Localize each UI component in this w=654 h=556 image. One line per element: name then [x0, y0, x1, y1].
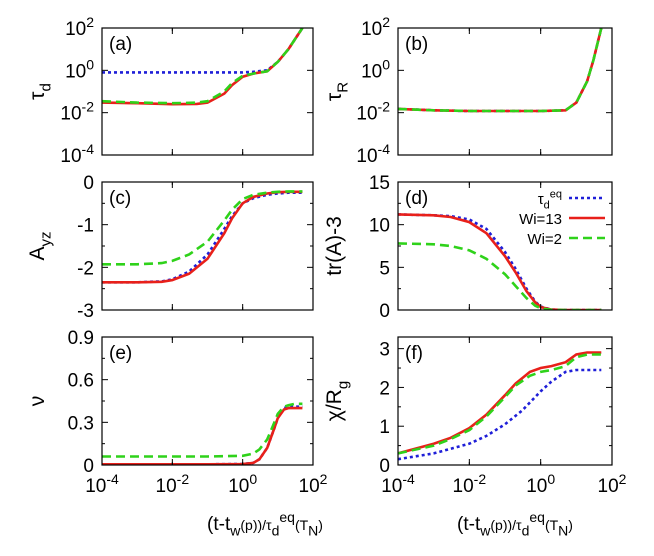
y-axis-label: tr(A)-3: [323, 216, 346, 276]
series-wi2: [398, 242, 602, 310]
y-tick-label: 0.6: [68, 371, 94, 392]
panel-label: (f): [405, 343, 423, 364]
y-tick-label: 102: [361, 14, 390, 40]
series-wi13: [102, 190, 303, 284]
axes-frame: [397, 336, 613, 466]
series-deq: [398, 28, 603, 113]
y-tick-label: 0: [83, 456, 94, 477]
axes-frame: [397, 27, 613, 156]
y-tick-label: 5: [379, 258, 390, 279]
plot-area: 10-410-2100102(a)τd10-410-2100102(b)τR-3…: [26, 14, 627, 497]
y-tick-label: 100: [65, 56, 94, 82]
y-tick-label: 10-2: [356, 99, 390, 125]
y-axis-label: Ayz: [26, 231, 54, 260]
y-tick-label: 2: [379, 378, 390, 399]
y-tick-label: -3: [77, 301, 94, 322]
y-tick-label: 10-2: [60, 99, 94, 125]
series-wi2: [102, 190, 303, 266]
panel-a: 10-4 10-2 100 102 (a) τd: [26, 14, 314, 167]
x-axis-label-left: (t-tw(p))/τdeq(TN): [207, 509, 323, 539]
series-deq: [398, 213, 602, 310]
axes-frame: [101, 336, 314, 466]
y-tick-label: 0: [379, 301, 390, 322]
x-axis-label-right: (t-tw(p))/τdeq(TN): [457, 509, 573, 539]
panel-label: (e): [109, 343, 132, 364]
series-wi2: [102, 402, 303, 458]
panel-label: (b): [405, 34, 428, 55]
y-tick-label: -2: [77, 258, 94, 279]
legend-label: Wi=2: [527, 231, 562, 248]
axes-frame: [101, 27, 314, 156]
x-tick-label: 10-4: [85, 471, 119, 497]
y-axis-label: χ/Rg: [323, 381, 351, 421]
y-tick-label: 3: [379, 340, 390, 361]
x-tick-label: 10-2: [453, 471, 487, 497]
series-deq: [398, 368, 602, 461]
panel-label: (a): [109, 34, 132, 55]
series-wi2: [398, 28, 603, 113]
x-tick-label: 100: [228, 471, 257, 497]
x-tick-label: 102: [299, 471, 328, 497]
y-tick-label: 100: [361, 56, 390, 82]
y-tick-label: 1: [379, 417, 390, 438]
legend-label: τdeq: [538, 189, 562, 212]
y-tick-label: 10-4: [60, 141, 94, 167]
series-wi13: [398, 28, 603, 113]
x-tick-label: 102: [598, 471, 627, 497]
series-deq: [102, 191, 303, 284]
y-tick-label: 10-4: [356, 141, 390, 167]
y-tick-label: 0.3: [68, 413, 94, 434]
series-deq: [102, 28, 304, 74]
y-axis-label: τd: [26, 83, 54, 100]
x-tick-label: 10-4: [381, 471, 415, 497]
axes-frame: [101, 181, 314, 311]
panel-d: 0 5 10 15 (d) tr(A)-3: [323, 173, 613, 322]
panel-b: 10-4 10-2 100 102 (b) τR: [323, 14, 613, 167]
y-tick-label: 0.9: [68, 328, 94, 349]
y-axis-label: ν: [26, 396, 49, 407]
panel-e: 10-4 10-2 100 102 0 0.3 0.6 0.9 (e) ν: [26, 328, 328, 497]
y-axis-label: τR: [323, 82, 351, 101]
axes-frame: [397, 181, 613, 311]
y-tick-label: 15: [369, 173, 390, 194]
panel-c: -3 -2 -1 0 (c) Ayz: [26, 173, 314, 322]
y-tick-label: 0: [379, 456, 390, 477]
series-wi2: [398, 353, 602, 455]
y-tick-label: 10: [369, 216, 390, 237]
x-tick-label: 10-2: [156, 471, 190, 497]
legend-label: Wi=13: [519, 211, 562, 228]
y-tick-label: 102: [65, 14, 94, 40]
series-wi13: [398, 213, 602, 310]
series-wi2: [102, 28, 304, 105]
x-tick-label: 100: [526, 471, 555, 497]
panel-label: (c): [109, 188, 131, 209]
y-tick-label: 0: [83, 173, 94, 194]
panel-label: (d): [405, 188, 428, 209]
series-wi13: [102, 406, 303, 465]
y-tick-label: -1: [77, 216, 94, 237]
panel-f: 10-4 10-2 100 102 0 1 2 3 (f) χ/Rg: [323, 336, 627, 497]
